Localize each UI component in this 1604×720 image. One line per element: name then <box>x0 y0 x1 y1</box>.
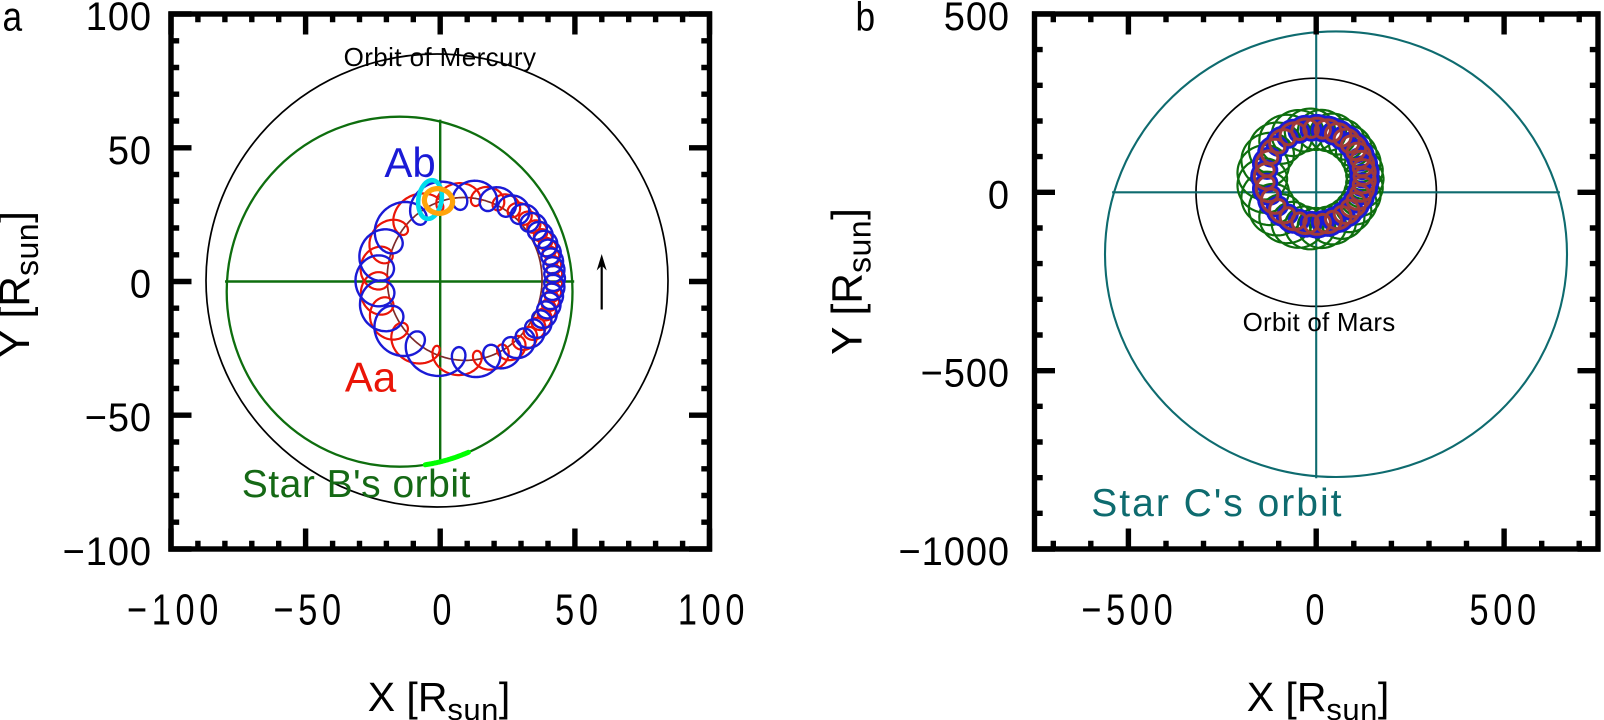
svg-text:500: 500 <box>1469 585 1540 634</box>
svg-text:0: 0 <box>432 585 456 634</box>
svg-text:Star B's orbit: Star B's orbit <box>242 463 471 506</box>
svg-text:−500: −500 <box>921 352 1010 396</box>
svg-text:100: 100 <box>678 585 749 634</box>
svg-text:−1000: −1000 <box>899 530 1010 574</box>
svg-text:X [Rsun]: X [Rsun] <box>368 674 511 720</box>
svg-text:0: 0 <box>988 173 1010 217</box>
svg-text:−50: −50 <box>85 396 152 440</box>
svg-text:500: 500 <box>944 0 1010 39</box>
svg-text:100: 100 <box>86 0 152 39</box>
svg-text:Ab: Ab <box>384 139 435 186</box>
svg-text:0: 0 <box>130 263 152 307</box>
svg-text:50: 50 <box>108 129 152 173</box>
svg-text:0: 0 <box>1305 585 1329 634</box>
svg-text:a: a <box>3 0 23 40</box>
svg-text:−100: −100 <box>127 585 223 634</box>
svg-text:Orbit of Mercury: Orbit of Mercury <box>344 42 537 72</box>
svg-text:−500: −500 <box>1081 585 1177 634</box>
svg-text:50: 50 <box>555 585 603 634</box>
svg-text:b: b <box>856 0 876 40</box>
svg-text:−100: −100 <box>63 530 152 574</box>
svg-text:−50: −50 <box>273 585 345 634</box>
svg-text:Aa: Aa <box>345 354 397 401</box>
svg-text:Star C's orbit: Star C's orbit <box>1091 482 1343 525</box>
svg-text:Orbit of Mars: Orbit of Mars <box>1243 307 1396 337</box>
